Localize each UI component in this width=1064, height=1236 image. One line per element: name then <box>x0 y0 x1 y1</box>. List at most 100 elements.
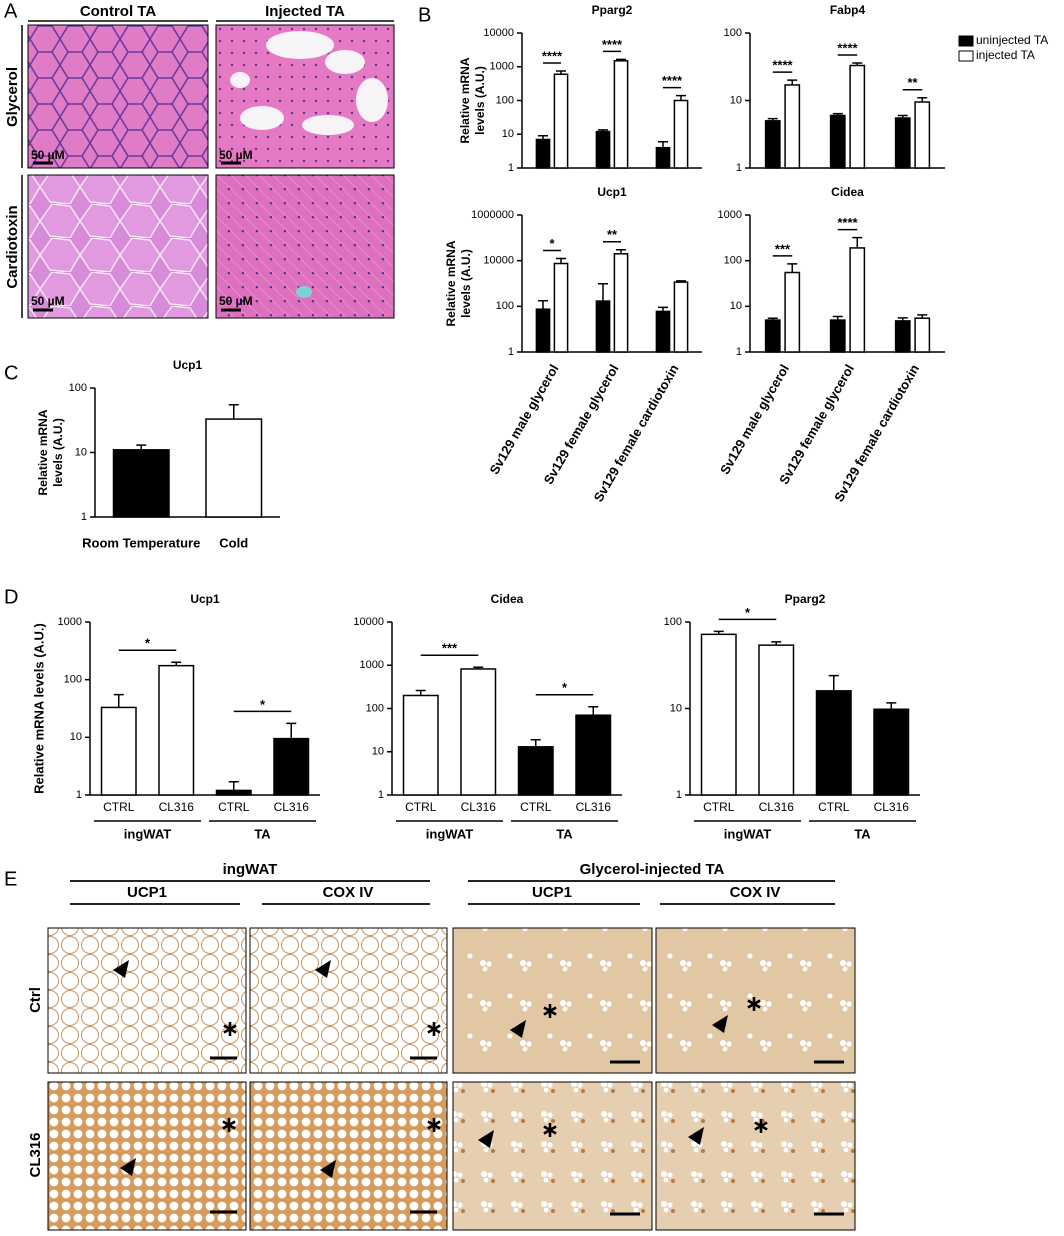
panel-a: Control TA Injected TA Glycerol Cardioto… <box>4 3 395 319</box>
significance-label: **** <box>837 40 858 55</box>
y-tick-label: 1 <box>676 789 682 801</box>
error-bar <box>658 306 668 312</box>
error-bar <box>767 317 778 321</box>
y-axis-label: levels (A.U.) <box>459 249 473 318</box>
error-bar <box>713 630 724 635</box>
error-bar <box>828 674 839 691</box>
error-bar <box>917 96 928 103</box>
micrograph <box>655 1081 856 1231</box>
error-bar <box>917 314 928 319</box>
chart-title: Ucp1 <box>597 185 627 199</box>
error-bar <box>767 117 778 121</box>
error-bar <box>286 722 297 739</box>
bar <box>535 308 551 353</box>
bar <box>215 789 252 796</box>
micrograph <box>655 927 856 1074</box>
significance-label: ** <box>907 75 918 90</box>
significance-label: * <box>260 697 266 712</box>
bar <box>575 714 612 796</box>
significance-label: ** <box>607 227 618 242</box>
y-tick-label: 1000 <box>360 659 384 671</box>
micrograph <box>27 174 209 319</box>
scale-bar <box>33 161 241 312</box>
scale-bar-label: 50 µM <box>31 148 65 162</box>
y-axis-label: Relative mRNA <box>444 240 458 326</box>
panel-label: E <box>4 868 17 890</box>
x-tick-label: CL316 <box>874 800 910 814</box>
significance-label: * <box>745 605 751 620</box>
bar <box>112 449 170 518</box>
error-bar <box>588 705 599 716</box>
bar <box>914 317 931 353</box>
y-tick-label: 10000 <box>353 616 384 628</box>
bar <box>655 310 671 353</box>
bar <box>595 300 611 353</box>
bar <box>829 114 846 169</box>
x-tick-label: CTRL <box>818 800 850 814</box>
error-bar <box>538 300 548 310</box>
y-tick-label: 1 <box>508 162 514 174</box>
legend-swatch <box>958 35 974 47</box>
error-bar <box>556 70 566 75</box>
error-bar <box>598 129 608 132</box>
legend-label: injected TA <box>976 48 1035 62</box>
panel-label: A <box>4 0 18 22</box>
bar <box>894 117 911 169</box>
error-bar <box>228 780 239 791</box>
y-axis-label: Relative mRNA <box>458 57 472 143</box>
bar <box>535 138 551 169</box>
group-label: ingWAT <box>426 826 473 841</box>
x-tick-label: CL316 <box>159 800 195 814</box>
bar <box>914 101 931 169</box>
significance-label: *** <box>775 241 791 256</box>
micrograph-detail <box>230 31 388 135</box>
y-tick-label: 100 <box>496 94 514 106</box>
group-header: ingWAT <box>223 861 278 878</box>
bar <box>700 633 737 796</box>
error-bar <box>676 280 686 283</box>
x-tick-label: CTRL <box>520 800 552 814</box>
y-tick-label: 10 <box>75 446 87 458</box>
error-bar <box>415 689 426 696</box>
bar <box>158 664 195 796</box>
y-tick-label: 10 <box>730 94 742 106</box>
panel-label: B <box>418 4 431 26</box>
error-bar <box>530 738 541 747</box>
group-label: TA <box>254 826 271 841</box>
bar <box>758 644 795 796</box>
bar <box>849 64 866 169</box>
bar <box>553 262 569 353</box>
y-tick-label: 100 <box>664 616 682 628</box>
group-label: TA <box>854 826 871 841</box>
y-tick-label: 1 <box>81 511 87 523</box>
bar <box>784 84 801 169</box>
significance-label: * <box>549 236 555 251</box>
micrograph <box>47 927 247 1074</box>
y-tick-label: 1 <box>736 162 742 174</box>
error-bar <box>538 135 548 140</box>
bar <box>517 746 554 796</box>
x-tick-label: CTRL <box>405 800 437 814</box>
y-tick-label: 10 <box>670 702 682 714</box>
error-bar <box>136 444 147 450</box>
row-header: Ctrl <box>27 987 44 1013</box>
y-tick-label: 1000 <box>490 61 514 73</box>
bar <box>595 130 611 169</box>
significance-label: **** <box>662 73 683 88</box>
significance-label: **** <box>772 58 793 73</box>
y-axis-label: Relative mRNA levels (A.U.) <box>31 623 46 794</box>
y-tick-label: 100 <box>724 255 742 267</box>
y-axis-label: levels (A.U.) <box>473 66 487 135</box>
bar <box>784 271 801 353</box>
group-label: TA <box>556 826 573 841</box>
micrograph <box>452 927 653 1074</box>
error-bar <box>616 58 626 61</box>
x-tick-label: Sv129 male glycerol <box>717 362 792 477</box>
micrograph <box>452 1081 653 1231</box>
error-bar <box>852 62 863 66</box>
bar <box>613 60 629 169</box>
x-tick-label: CL316 <box>576 800 612 814</box>
bar <box>764 319 781 353</box>
group-label: ingWAT <box>124 826 171 841</box>
y-tick-label: 10 <box>502 128 514 140</box>
